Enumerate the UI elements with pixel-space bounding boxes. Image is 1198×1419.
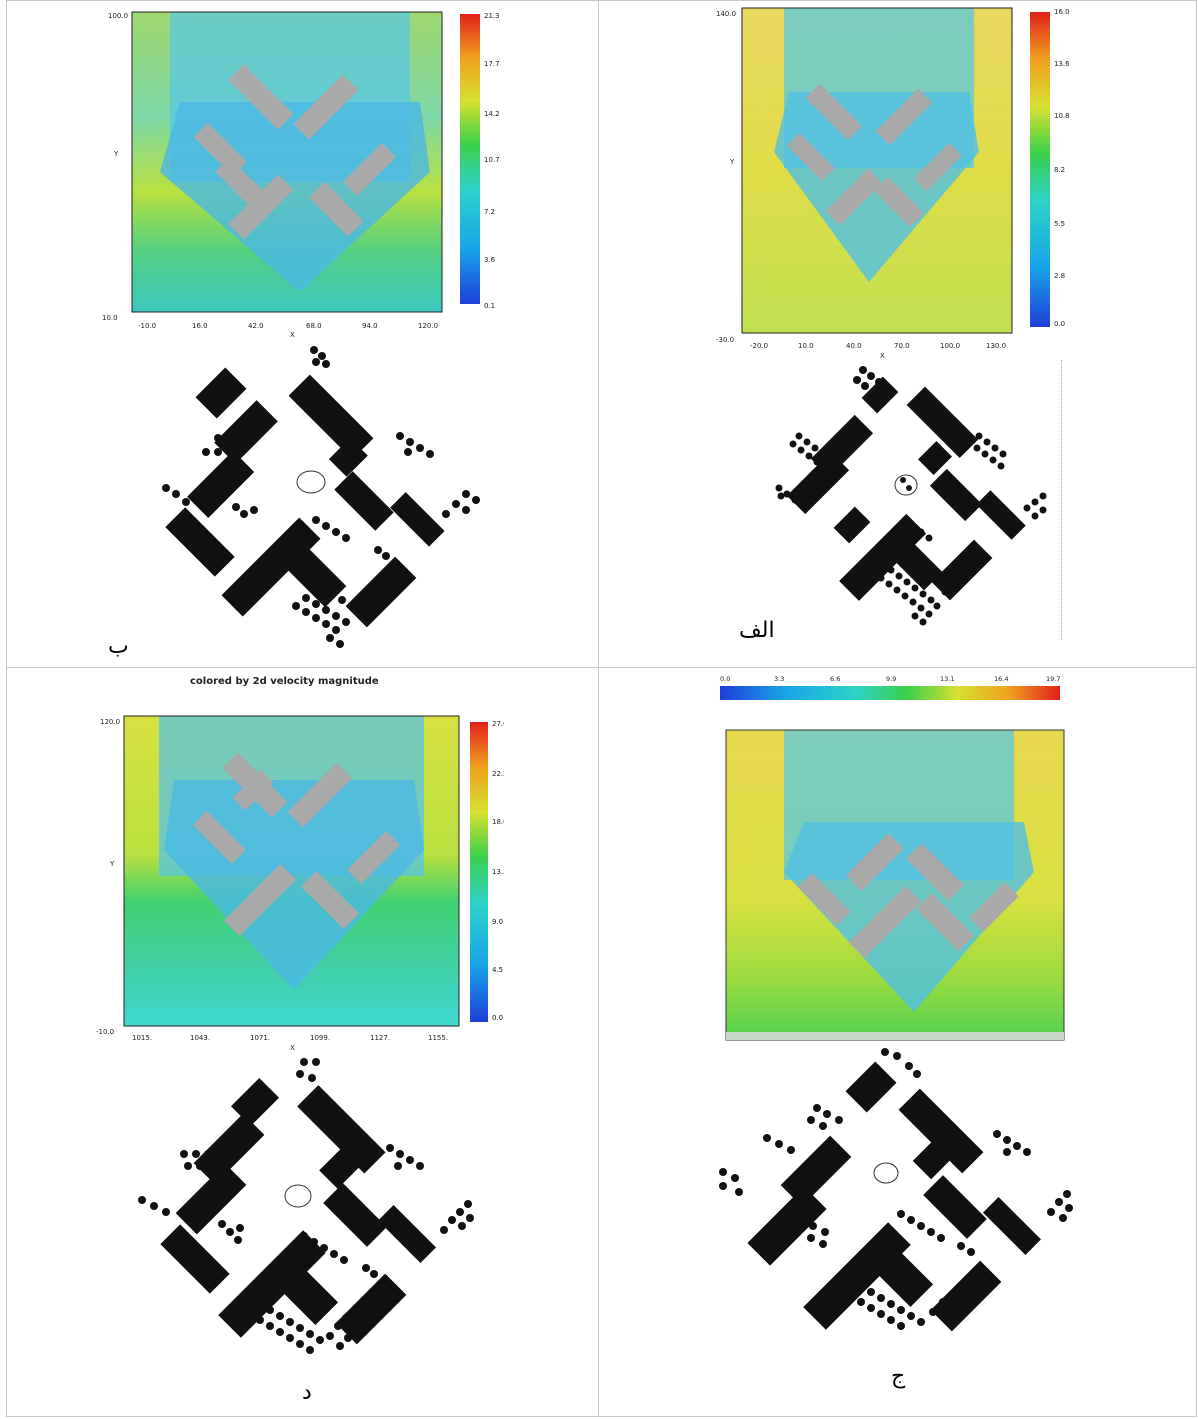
buildings-gray <box>786 83 963 227</box>
colorbar-tick: 8.2 <box>1054 166 1065 174</box>
colorbar-tick: 10.7 <box>484 156 500 164</box>
x-tick: 1015. <box>132 1034 152 1042</box>
plan-border-line <box>1061 360 1063 640</box>
colorbar-tick: 14.2 <box>484 110 500 118</box>
figure-table <box>6 0 1197 1417</box>
plot-header: colored by 2d velocity magnitude <box>190 676 379 687</box>
caption-alef: الف <box>739 618 775 643</box>
x-tick: -20.0 <box>750 342 768 350</box>
x-tick: 94.0 <box>362 322 378 330</box>
colorbar-tick: 0.0 <box>720 675 730 683</box>
x-tick: 42.0 <box>248 322 264 330</box>
colorbar-tick: 3.3 <box>774 675 784 683</box>
colorbar-tick: 9.9 <box>886 675 896 683</box>
y-tick-top: 100.0 <box>108 12 128 20</box>
cfd-plot-alef: 140.0 Y -30.0 -20.0 10.0 40.0 70.0 100.0… <box>716 7 1070 360</box>
colorbar-tick: 5.5 <box>1054 220 1065 228</box>
site-plan-alef <box>775 366 1047 626</box>
colorbar-tick: 6.6 <box>830 675 840 683</box>
colorbar-tick: 7.2 <box>484 208 495 216</box>
x-tick: 130.0 <box>986 342 1006 350</box>
cell-jim: 0.0 3.3 6.6 9.9 13.1 16.4 19.7 <box>599 668 1197 1417</box>
x-tick: 1071. <box>250 1034 270 1042</box>
x-tick: 10.0 <box>798 342 814 350</box>
colorbar-tick: 19.7 <box>1046 675 1060 683</box>
x-axis-label: X <box>290 331 295 338</box>
x-tick: 68.0 <box>306 322 322 330</box>
y-tick-bottom: 10.0 <box>102 314 118 322</box>
y-axis-label: Y <box>729 158 735 166</box>
x-axis-label: X <box>290 1044 295 1052</box>
cfd-plot-jim: 0.0 3.3 6.6 9.9 13.1 16.4 19.7 <box>720 675 1065 1041</box>
y-axis-label: Y <box>113 150 119 158</box>
colorbar-tick: 10.8 <box>1054 112 1070 120</box>
colorbar-tick: 22.5 <box>492 770 504 778</box>
colorbar <box>720 686 1060 700</box>
y-tick-top: 120.0 <box>100 718 120 726</box>
colorbar-tick: 16.4 <box>994 675 1008 683</box>
y-tick-bottom: -10.0 <box>96 1028 114 1036</box>
colorbar-tick: 27.0 <box>492 720 504 728</box>
colorbar-tick: 18.0 <box>492 818 504 826</box>
site-plan-b <box>162 346 480 648</box>
colorbar-tick: 4.5 <box>492 966 503 974</box>
y-tick-top: 140.0 <box>716 10 736 18</box>
cell-b: 100.0 Y 10.0 -10.0 16.0 42.0 68.0 94.0 1… <box>6 0 598 667</box>
colorbar-tick: 21.3 <box>484 12 500 20</box>
colorbar-tick: 0.0 <box>1054 320 1065 328</box>
x-tick: 100.0 <box>940 342 960 350</box>
colorbar-tick: 9.0 <box>492 918 503 926</box>
buildings-gray <box>797 833 1019 959</box>
cfd-plot-dal: colored by 2d velocity magnitude 120.0 Y… <box>96 676 504 1052</box>
colorbar-tick: 0.1 <box>484 302 495 310</box>
x-axis-label: X <box>880 352 885 360</box>
x-tick: 16.0 <box>192 322 208 330</box>
colorbar-tick: 16.0 <box>1054 8 1070 16</box>
colorbar-tick: 13.6 <box>1054 60 1070 68</box>
colorbar-tick: 13.5 <box>492 868 504 876</box>
cell-alef: 140.0 Y -30.0 -20.0 10.0 40.0 70.0 100.0… <box>599 0 1197 667</box>
x-tick: 1099. <box>310 1034 330 1042</box>
caption-dal: د <box>302 1380 312 1405</box>
caption-b: ب <box>108 634 129 659</box>
colorbar-tick: 3.6 <box>484 256 496 264</box>
x-tick: 120.0 <box>418 322 438 330</box>
colorbar-tick: 0.0 <box>492 1014 503 1022</box>
buildings-gray <box>192 752 401 937</box>
colorbar <box>470 722 488 1022</box>
caption-jim: ج <box>891 1364 906 1389</box>
y-axis-label: Y <box>109 860 115 868</box>
buildings-gray <box>193 64 397 240</box>
table-divider-horizontal <box>6 667 1197 668</box>
cfd-plot-b: 100.0 Y 10.0 -10.0 16.0 42.0 68.0 94.0 1… <box>102 11 500 338</box>
cell-dal: colored by 2d velocity magnitude 120.0 Y… <box>6 668 598 1417</box>
colorbar <box>1030 12 1050 327</box>
site-plan-dal <box>138 1058 474 1354</box>
x-tick: 40.0 <box>846 342 862 350</box>
colorbar-tick: 17.7 <box>484 60 500 68</box>
colorbar-tick: 2.8 <box>1054 272 1065 280</box>
colorbar-tick: 13.1 <box>940 675 954 683</box>
y-tick-bottom: -30.0 <box>716 336 734 344</box>
site-plan-jim <box>719 1048 1073 1332</box>
table-divider-vertical <box>598 0 599 1417</box>
x-tick: -10.0 <box>138 322 156 330</box>
x-tick: 1155. <box>428 1034 448 1042</box>
x-tick: 1127. <box>370 1034 390 1042</box>
colorbar <box>460 14 480 304</box>
x-tick: 70.0 <box>894 342 910 350</box>
x-tick: 1043. <box>190 1034 210 1042</box>
